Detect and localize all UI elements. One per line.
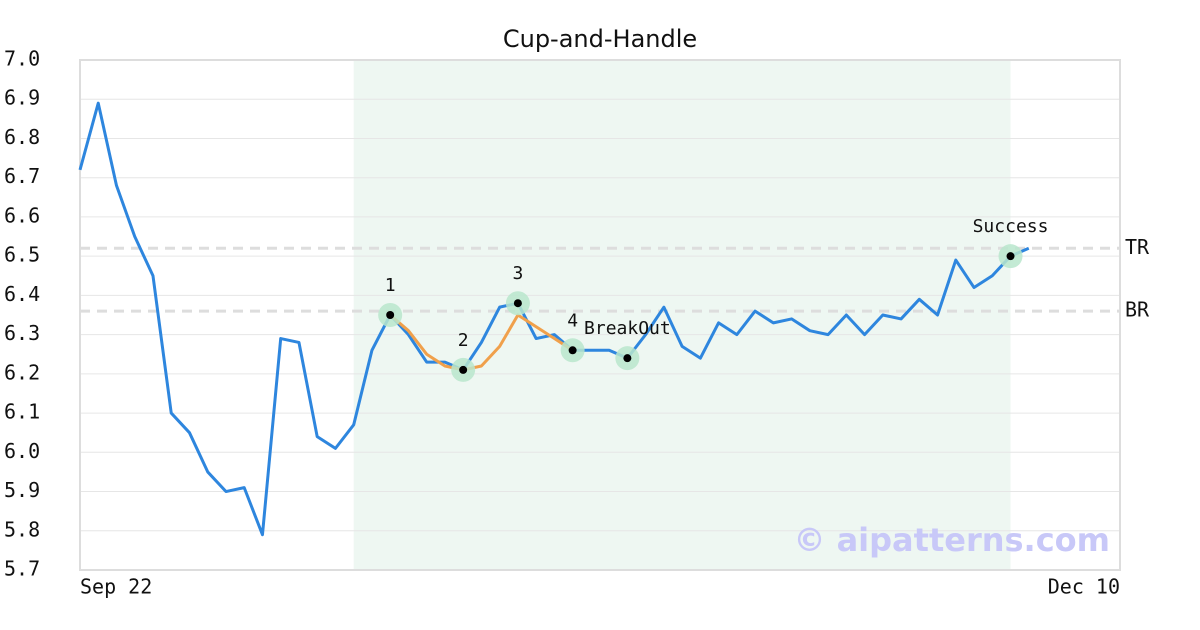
annotation-dot [568,346,577,355]
y-tick-label: 6.2 [4,360,40,384]
level-label: BR [1125,298,1150,322]
annotation-dot [1006,252,1015,261]
annotation-label: 4 [567,310,578,331]
x-tick-label: Dec 10 [1048,575,1120,599]
watermark: © aipatterns.com [793,521,1110,559]
annotation-dot [459,365,468,374]
annotation-dot [386,311,395,319]
annotation-dot [623,354,632,363]
level-label: TR [1125,235,1150,259]
annotation-label: 1 [385,275,396,296]
y-tick-label: 5.7 [4,557,40,581]
y-tick-label: 6.5 [4,243,40,267]
chart-title: Cup-and-Handle [503,25,697,53]
y-tick-label: 7.0 [4,47,40,71]
y-tick-label: 6.9 [4,86,40,110]
y-tick-label: 6.8 [4,125,40,149]
plot-frame [79,59,1121,571]
y-tick-label: 6.6 [4,203,40,227]
y-tick-label: 6.1 [4,400,40,424]
y-tick-label: 5.8 [4,517,40,541]
x-tick-label: Sep 22 [80,575,152,599]
annotation-label: 3 [512,263,523,284]
pattern-region [353,60,1011,570]
series-line [78,101,1030,537]
y-tick-label: 6.4 [4,282,40,306]
series-line [389,313,574,372]
y-tick-label: 6.0 [4,439,40,463]
y-tick-label: 6.7 [4,164,40,188]
annotation-label: 2 [458,330,469,351]
annotation-label: Success [973,216,1049,237]
annotation-label: BreakOut [584,318,671,339]
annotation-dot [513,299,522,308]
y-tick-label: 5.9 [4,478,40,502]
y-tick-label: 6.3 [4,321,40,345]
